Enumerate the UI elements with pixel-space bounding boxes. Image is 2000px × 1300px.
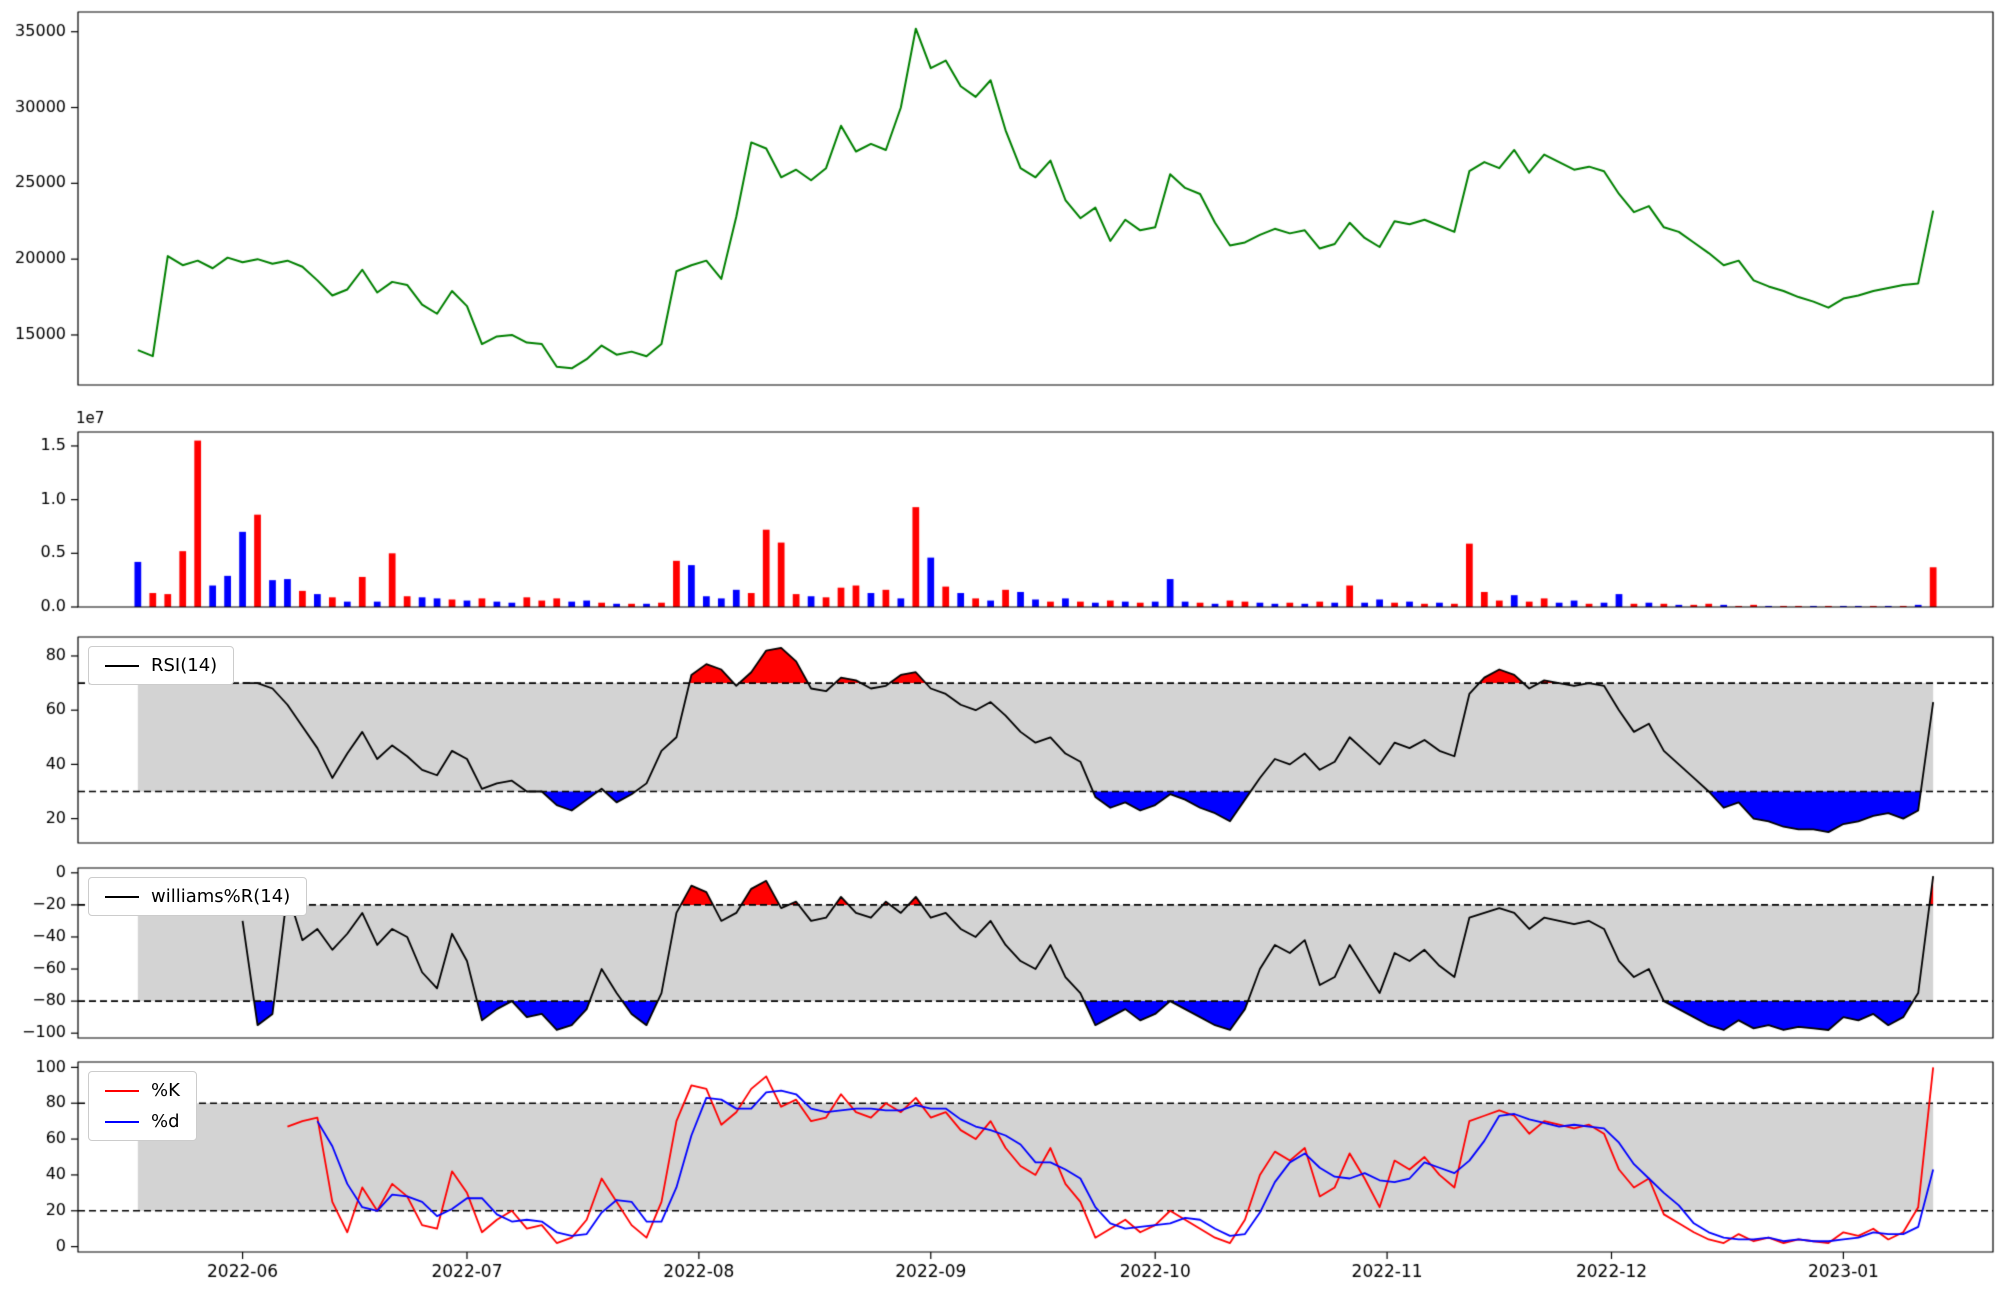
rsi-line-swatch	[105, 664, 139, 667]
percent-k-legend-row: %K	[105, 1080, 180, 1101]
percent-k-legend-label: %K	[151, 1080, 180, 1101]
williams-legend-row: williams%R(14)	[105, 886, 290, 907]
williams-line-swatch	[105, 895, 139, 898]
stochastic-legend: %K %d	[88, 1071, 197, 1141]
rsi-legend: RSI(14)	[88, 646, 235, 685]
rsi-legend-label: RSI(14)	[151, 655, 218, 676]
percent-d-line-swatch	[105, 1120, 139, 1123]
percent-d-legend-row: %d	[105, 1111, 180, 1132]
williams-legend: williams%R(14)	[88, 877, 308, 916]
percent-d-legend-label: %d	[151, 1111, 180, 1132]
williams-legend-label: williams%R(14)	[151, 886, 291, 907]
percent-k-line-swatch	[105, 1089, 139, 1092]
rsi-legend-row: RSI(14)	[105, 655, 217, 676]
